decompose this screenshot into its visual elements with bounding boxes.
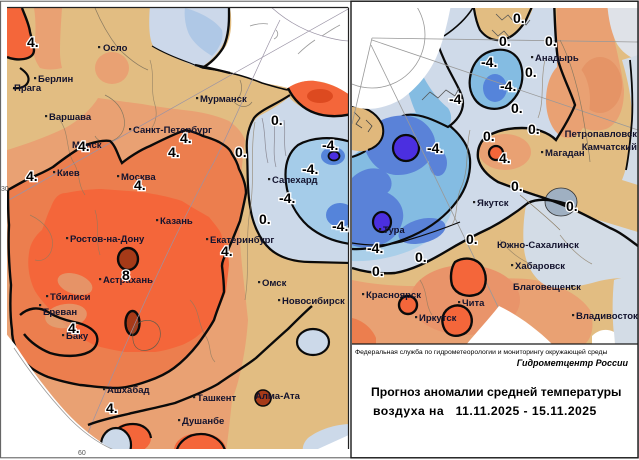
svg-text:Гидрометцентр России: Гидрометцентр России <box>517 358 629 368</box>
svg-text:Омск: Омск <box>262 278 287 289</box>
svg-text:0.: 0. <box>499 33 511 49</box>
svg-text:воздуха на 11.11.2025 - 15.1: воздуха на 11.11.2025 - 15.11.2025 <box>373 404 597 418</box>
svg-text:Ашхабад: Ашхабад <box>107 385 150 396</box>
svg-text:-4.: -4. <box>279 190 295 206</box>
svg-text:0.: 0. <box>372 263 384 279</box>
svg-text:Ростов-на-Дону: Ростов-на-Дону <box>70 234 145 245</box>
svg-text:0.: 0. <box>483 128 495 144</box>
svg-text:Камчатский: Камчатский <box>582 142 637 153</box>
svg-text:Алма-Ата: Алма-Ата <box>255 391 301 402</box>
svg-text:Федеральная служба по гидромет: Федеральная служба по гидрометеорологии … <box>355 348 607 356</box>
svg-text:-4.: -4. <box>427 140 443 156</box>
svg-text:Осло: Осло <box>103 43 128 54</box>
svg-text:30: 30 <box>1 186 9 193</box>
svg-text:Прага: Прага <box>14 83 42 94</box>
svg-text:4.: 4. <box>68 320 80 336</box>
svg-text:4.: 4. <box>134 177 146 193</box>
svg-text:Казань: Казань <box>160 216 193 227</box>
svg-text:0.: 0. <box>545 33 557 49</box>
svg-text:0.: 0. <box>259 211 271 227</box>
svg-text:0.: 0. <box>513 10 525 26</box>
svg-text:Тура: Тура <box>383 225 405 236</box>
svg-text:-4.: -4. <box>500 78 516 94</box>
svg-text:4.: 4. <box>499 150 511 166</box>
svg-text:Южно-Сахалинск: Южно-Сахалинск <box>497 240 579 251</box>
svg-text:-4.: -4. <box>302 161 318 177</box>
svg-text:Салехард: Салехард <box>272 175 318 186</box>
svg-text:0.: 0. <box>566 198 578 214</box>
svg-text:60: 60 <box>78 450 86 457</box>
svg-text:Ереван: Ереван <box>43 307 77 318</box>
svg-text:Киев: Киев <box>57 168 80 179</box>
svg-text:0.: 0. <box>525 64 537 80</box>
svg-text:Красноярск: Красноярск <box>366 290 421 301</box>
svg-text:Санкт-Петербург: Санкт-Петербург <box>133 125 212 136</box>
svg-text:-4.: -4. <box>322 137 338 153</box>
svg-text:0.: 0. <box>271 112 283 128</box>
svg-text:0.: 0. <box>528 121 540 137</box>
svg-text:Петропавловск: Петропавловск <box>565 129 638 140</box>
svg-text:-4.: -4. <box>367 240 383 256</box>
svg-text:Баку: Баку <box>66 331 89 342</box>
svg-text:Иркутск: Иркутск <box>419 313 457 324</box>
svg-text:-4.: -4. <box>481 54 497 70</box>
svg-text:0.: 0. <box>415 249 427 265</box>
svg-text:Варшава: Варшава <box>49 112 92 123</box>
svg-text:Екатеринбург: Екатеринбург <box>210 235 274 246</box>
svg-text:4.: 4. <box>78 138 90 154</box>
svg-text:Минск: Минск <box>72 140 102 151</box>
svg-text:-4: -4 <box>449 91 462 107</box>
svg-text:4.: 4. <box>26 168 38 184</box>
svg-text:8: 8 <box>122 267 130 283</box>
svg-text:Берлин: Берлин <box>38 74 74 85</box>
svg-text:4.: 4. <box>221 243 233 259</box>
svg-text:Тбилиси: Тбилиси <box>50 292 91 303</box>
svg-text:Ташкент: Ташкент <box>197 393 237 404</box>
svg-text:Владивосток: Владивосток <box>576 311 638 322</box>
svg-text:Чита: Чита <box>462 298 485 309</box>
svg-text:Магадан: Магадан <box>545 148 585 159</box>
svg-text:0.: 0. <box>235 144 247 160</box>
svg-text:Якутск: Якутск <box>477 198 509 209</box>
svg-text:4.: 4. <box>180 130 192 146</box>
svg-text:4.: 4. <box>168 144 180 160</box>
svg-text:Мурманск: Мурманск <box>200 94 247 105</box>
svg-text:4.: 4. <box>27 34 39 50</box>
svg-text:Прогноз аномалии средней темпе: Прогноз аномалии средней температуры <box>371 385 621 399</box>
svg-text:0.: 0. <box>466 231 478 247</box>
svg-text:0.: 0. <box>511 178 523 194</box>
svg-text:Анадырь: Анадырь <box>535 53 579 64</box>
svg-text:-4.: -4. <box>332 218 348 234</box>
svg-text:4.: 4. <box>106 400 118 416</box>
svg-text:Астрахань: Астрахань <box>103 275 153 286</box>
svg-text:Благовещенск: Благовещенск <box>513 282 581 293</box>
svg-text:Душанбе: Душанбе <box>182 416 224 427</box>
svg-text:Хабаровск: Хабаровск <box>515 261 565 272</box>
svg-text:Новосибирск: Новосибирск <box>282 296 345 307</box>
svg-text:0.: 0. <box>511 100 523 116</box>
svg-text:Москва: Москва <box>121 172 156 183</box>
